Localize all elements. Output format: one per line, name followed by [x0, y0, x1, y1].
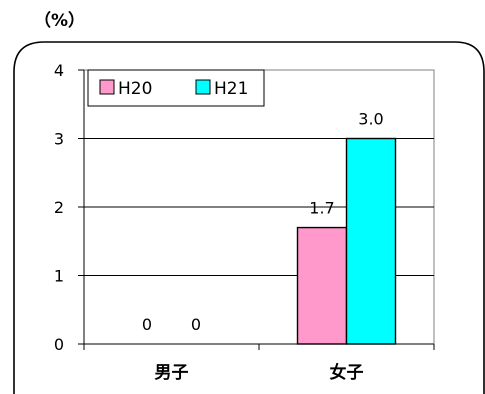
y-tick-label: 2 — [54, 198, 64, 217]
legend-box — [87, 69, 265, 107]
legend-swatch-h20 — [99, 79, 115, 95]
category-label: 男子 — [155, 363, 189, 383]
legend-label-h21: H21 — [214, 79, 248, 99]
data-label: 0 — [191, 315, 201, 334]
legend: H20 H21 — [87, 69, 265, 107]
data-label: 3.0 — [358, 110, 383, 129]
y-tick-label: 3 — [54, 130, 64, 149]
category-label: 女子 — [330, 362, 364, 383]
bar-h21-1 — [345, 137, 397, 345]
data-label: 0 — [142, 315, 152, 334]
y-tick-label: 4 — [54, 61, 64, 80]
y-tick-label: 0 — [54, 335, 64, 354]
y-tick-label: 1 — [54, 267, 64, 286]
data-label: 1.7 — [309, 199, 334, 218]
unit-label: （%） — [34, 10, 85, 31]
legend-swatch-h21 — [195, 79, 211, 95]
bar-h20-1 — [296, 226, 348, 345]
legend-label-h20: H20 — [118, 79, 152, 99]
